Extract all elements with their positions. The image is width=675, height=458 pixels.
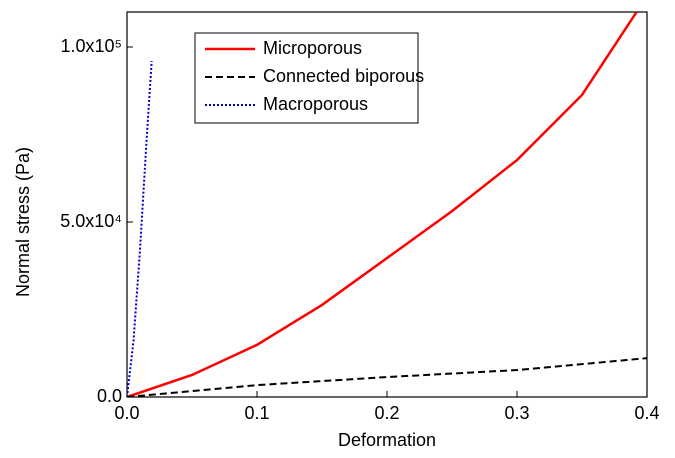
legend-label: Connected biporous — [263, 66, 424, 86]
legend-label: Macroporous — [263, 94, 368, 114]
legend-label: Microporous — [263, 38, 362, 58]
x-axis-label: Deformation — [338, 430, 436, 450]
x-tick-label: 0.0 — [114, 403, 139, 423]
y-tick-label: 1.0x10⁵ — [60, 36, 122, 56]
x-tick-label: 0.1 — [244, 403, 269, 423]
x-tick-label: 0.2 — [374, 403, 399, 423]
series-line — [127, 357, 647, 397]
x-tick-label: 0.4 — [634, 403, 659, 423]
x-tick-label: 0.3 — [504, 403, 529, 423]
series-line — [127, 60, 153, 397]
series-line — [127, 12, 638, 397]
y-tick-label: 5.0x10⁴ — [60, 211, 122, 231]
y-axis-label: Normal stress (Pa) — [13, 147, 33, 297]
y-tick-label: 0.0 — [97, 386, 122, 406]
